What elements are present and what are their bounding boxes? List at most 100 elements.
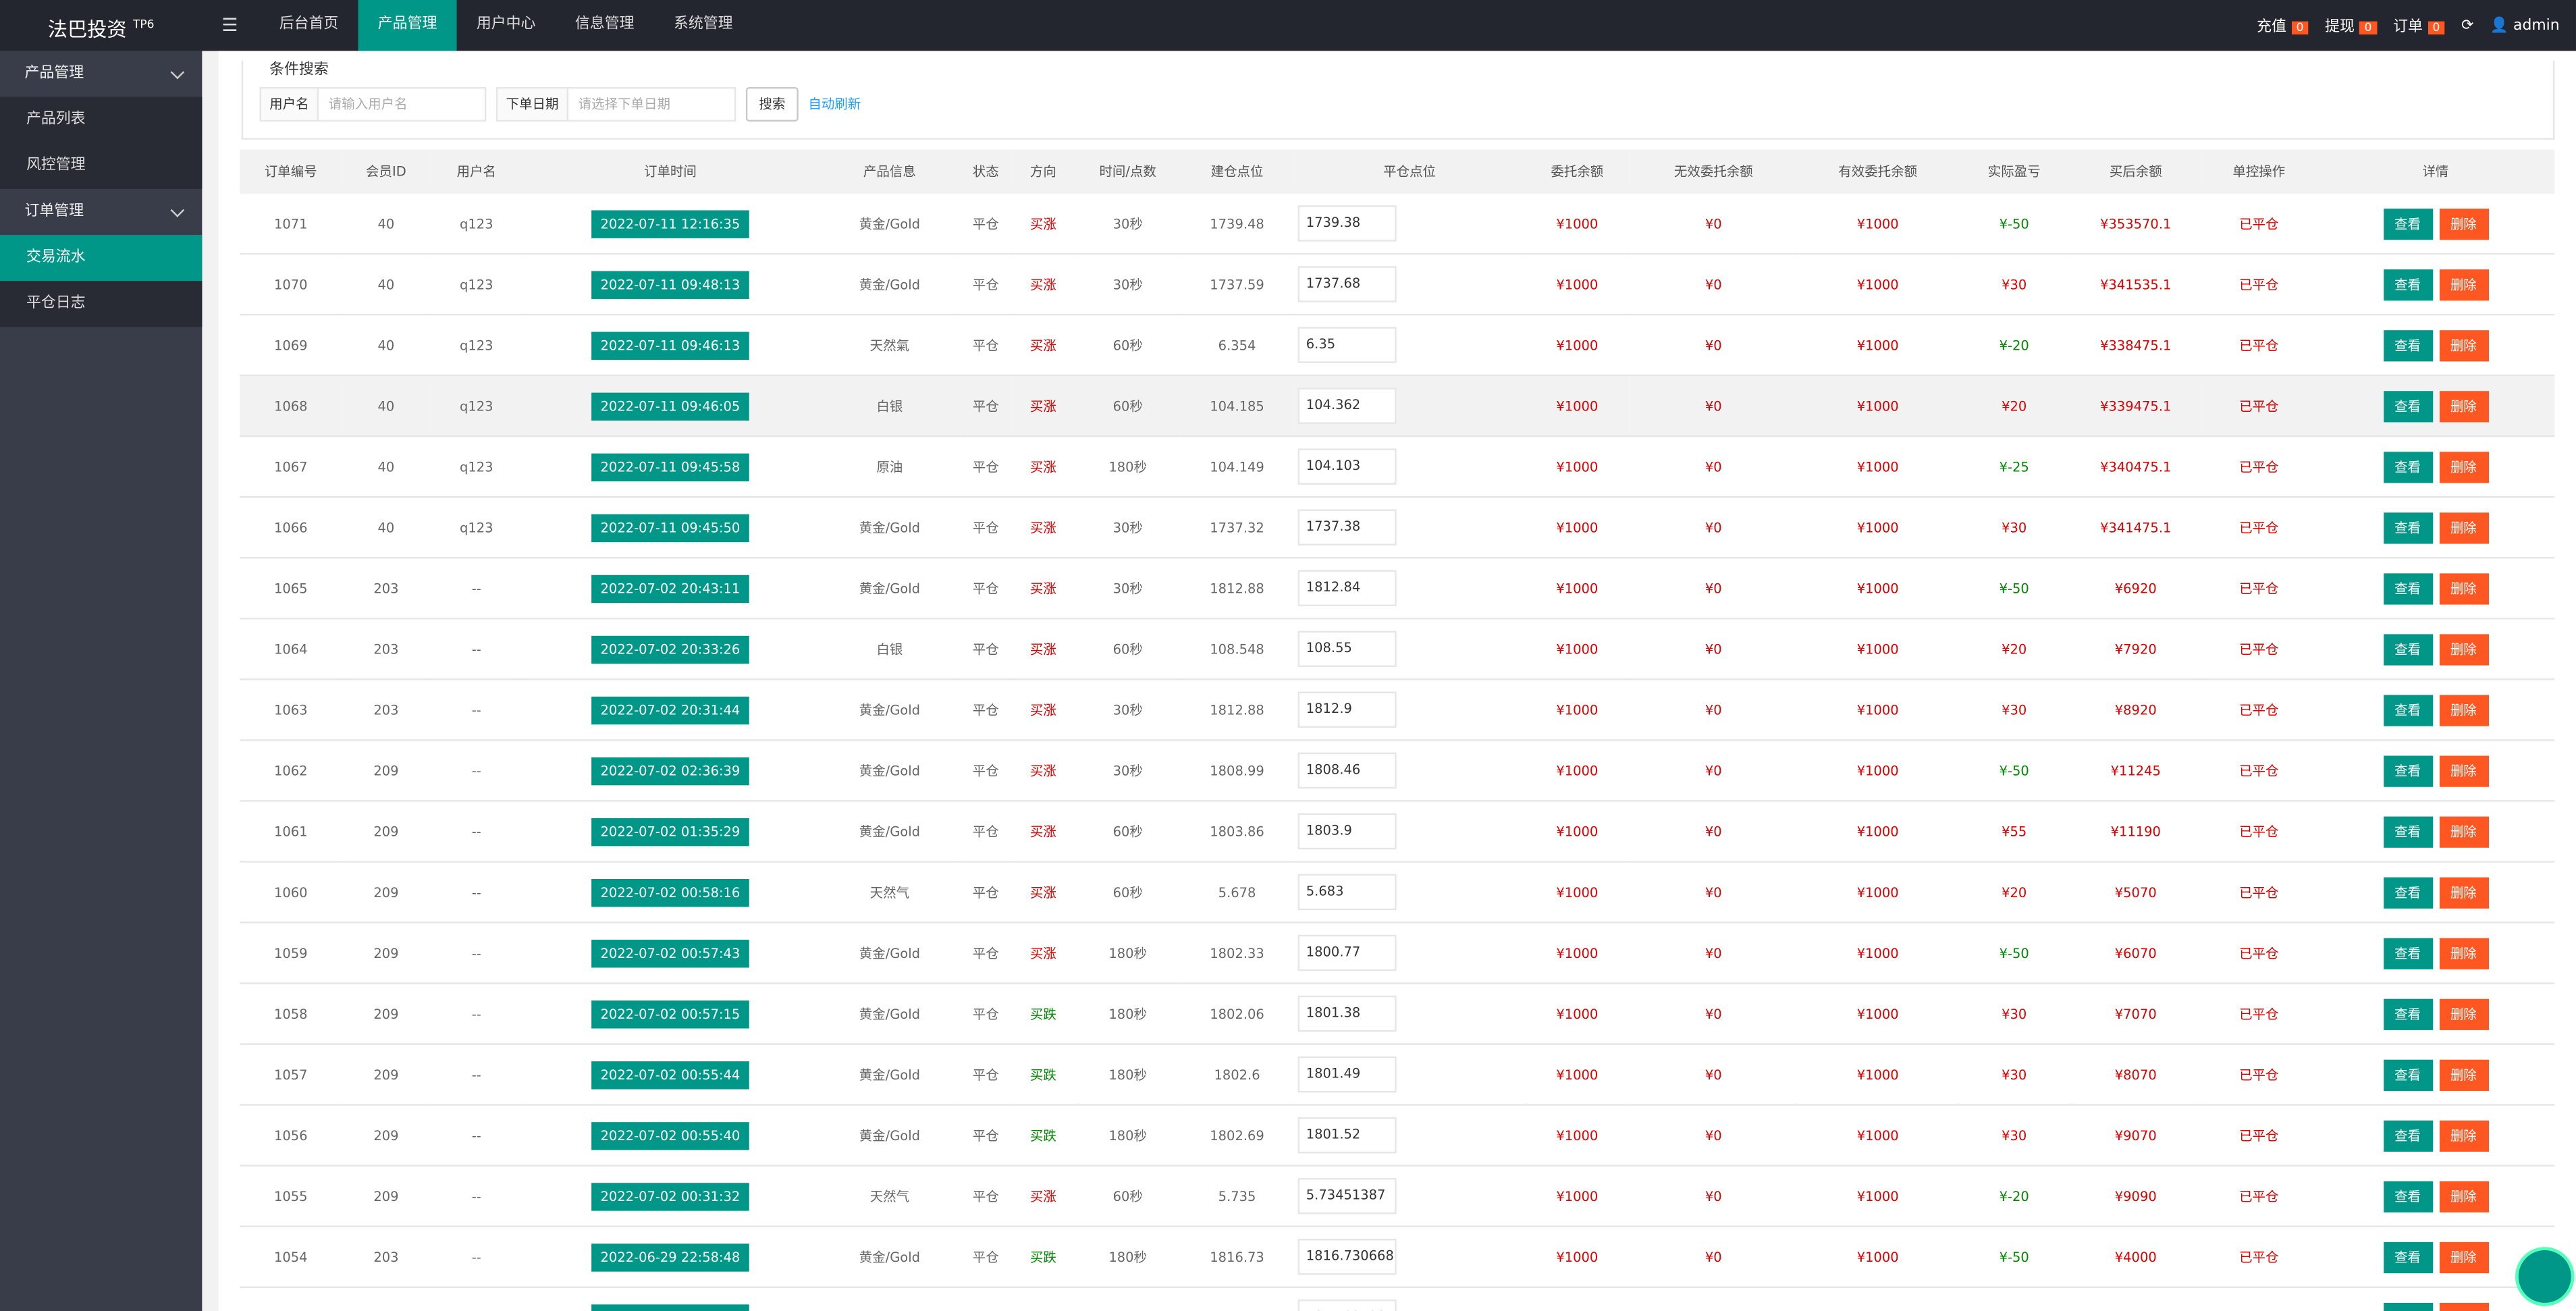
delete-button[interactable]: 删除	[2438, 876, 2488, 908]
delete-button[interactable]: 删除	[2438, 998, 2488, 1029]
delete-button[interactable]: 删除	[2438, 207, 2488, 240]
view-button[interactable]: 查看	[2383, 937, 2433, 969]
menu-item[interactable]: 平仓日志	[0, 281, 203, 327]
cell-text: 已平仓	[2239, 945, 2279, 961]
close-price-input[interactable]: 1801.49	[1297, 1056, 1397, 1093]
view-button[interactable]: 查看	[2383, 1059, 2433, 1090]
view-button[interactable]: 查看	[2383, 572, 2433, 604]
delete-button[interactable]: 删除	[2438, 755, 2488, 786]
close-price-input[interactable]: 1737.38	[1297, 509, 1397, 545]
delete-button[interactable]: 删除	[2438, 1241, 2488, 1273]
view-button[interactable]: 查看	[2383, 1302, 2433, 1311]
cell: 已平仓	[2201, 1165, 2317, 1227]
cell-text: 买跌	[1029, 1067, 1056, 1082]
view-button[interactable]: 查看	[2383, 876, 2433, 908]
delete-button[interactable]: 删除	[2438, 633, 2488, 665]
actions: 查看删除	[2316, 497, 2555, 559]
delete-button[interactable]: 删除	[2438, 572, 2488, 604]
cell: 180秒	[1076, 1104, 1180, 1167]
cell-text: ¥0	[1705, 702, 1722, 718]
delete-button[interactable]: 删除	[2438, 390, 2488, 422]
field-input[interactable]: 请选择下单日期	[578, 97, 670, 112]
view-button[interactable]: 查看	[2383, 451, 2433, 483]
delete-button[interactable]: 删除	[2438, 1119, 2488, 1151]
delete-button[interactable]: 删除	[2438, 329, 2488, 361]
nav-item[interactable]: 系统管理	[673, 16, 733, 33]
close-price-input[interactable]: 1812.84	[1297, 570, 1397, 607]
view-button[interactable]: 查看	[2383, 1241, 2433, 1273]
cell: ¥0	[1630, 558, 1798, 620]
close-price-input[interactable]: 1808.46	[1297, 752, 1397, 789]
cell-text: 已平仓	[2239, 884, 2279, 900]
counter[interactable]: 提现 0	[2325, 15, 2377, 36]
search-field[interactable]: 下单日期 请选择下单日期	[495, 86, 736, 122]
close-price-input[interactable]: 1812.9	[1297, 691, 1397, 728]
menu-item[interactable]: 产品列表	[0, 97, 203, 143]
menu-item[interactable]: 交易流水	[0, 235, 203, 282]
delete-button[interactable]: 删除	[2438, 512, 2488, 543]
user[interactable]: 👤 admin	[2490, 18, 2560, 34]
cell-text: ¥30	[2002, 702, 2027, 718]
delete-button[interactable]: 删除	[2438, 815, 2488, 847]
close-price-input[interactable]: 108.55	[1297, 631, 1397, 668]
close-price-input[interactable]: 5.73451387	[1297, 1177, 1397, 1214]
close-price-input[interactable]: 1737.68	[1297, 266, 1397, 302]
cell-text: 买跌	[1029, 1006, 1056, 1021]
view-button[interactable]: 查看	[2383, 207, 2433, 240]
delete-button[interactable]: 删除	[2438, 451, 2488, 483]
counter[interactable]: 订单 0	[2393, 15, 2445, 36]
auto-refresh[interactable]: 自动刷新	[808, 97, 861, 112]
close-price-input[interactable]: 1800.77	[1297, 934, 1397, 971]
nav-item[interactable]: 后台首页	[279, 16, 339, 33]
delete-button[interactable]: 删除	[2438, 1180, 2488, 1212]
view-button[interactable]: 查看	[2383, 998, 2433, 1029]
cell: 60秒	[1076, 861, 1180, 924]
delete-button[interactable]: 删除	[2438, 1059, 2488, 1090]
view-button[interactable]: 查看	[2383, 755, 2433, 786]
close-price-input[interactable]: 1815.924201	[1297, 1300, 1397, 1311]
view-button[interactable]: 查看	[2383, 390, 2433, 422]
close-price-input[interactable]: 6.35	[1297, 327, 1397, 363]
cell-text: ¥0	[1705, 824, 1722, 839]
refresh[interactable]: ⟳	[2461, 17, 2474, 34]
menu-group[interactable]: 订单管理	[0, 189, 202, 235]
close-price-input[interactable]: 1801.52	[1297, 1117, 1397, 1154]
view-button[interactable]: 查看	[2383, 512, 2433, 543]
nav-item[interactable]: 产品管理	[358, 0, 457, 51]
view-button[interactable]: 查看	[2383, 329, 2433, 361]
close-price-input[interactable]: 1816.730668	[1297, 1238, 1397, 1275]
view-button[interactable]: 查看	[2383, 694, 2433, 726]
floating-button[interactable]	[2515, 1247, 2575, 1306]
close-price-input[interactable]: 1803.9	[1297, 813, 1397, 850]
delete-button[interactable]: 删除	[2438, 1302, 2488, 1311]
cell: 60秒	[1076, 618, 1180, 680]
delete-button[interactable]: 删除	[2438, 694, 2488, 726]
view-button[interactable]: 查看	[2383, 815, 2433, 847]
counter[interactable]: 充值 0	[2257, 15, 2309, 36]
menu-item[interactable]: 风控管理	[0, 142, 203, 189]
order-time: 2022-07-11 09:46:05	[590, 392, 750, 420]
view-button[interactable]: 查看	[2383, 1119, 2433, 1151]
search-field[interactable]: 用户名 请输入用户名	[259, 86, 487, 122]
close-price-input[interactable]: 104.362	[1297, 387, 1397, 424]
close-price-input[interactable]: 104.103	[1297, 448, 1397, 485]
search-button[interactable]: 搜索	[745, 86, 799, 122]
cell: ¥20	[1958, 375, 2070, 437]
menu-toggle[interactable]: ☰	[221, 14, 238, 36]
cell: 5.678	[1179, 861, 1295, 924]
delete-button[interactable]: 删除	[2438, 268, 2488, 300]
menu-group[interactable]: 产品管理	[0, 51, 202, 97]
view-button[interactable]: 查看	[2383, 1180, 2433, 1212]
close-price-input[interactable]: 1801.38	[1297, 995, 1397, 1032]
delete-button[interactable]: 删除	[2438, 937, 2488, 969]
view-button[interactable]: 查看	[2383, 633, 2433, 665]
cell: ¥1000	[1797, 375, 1958, 437]
cell: q123	[430, 315, 522, 377]
nav-item[interactable]: 信息管理	[574, 16, 635, 33]
close-price-input[interactable]: 5.683	[1297, 874, 1397, 911]
cell-text: 黄金/Gold	[859, 945, 920, 961]
close-price-input[interactable]: 1739.38	[1297, 205, 1397, 242]
nav-item[interactable]: 用户中心	[476, 16, 536, 33]
view-button[interactable]: 查看	[2383, 268, 2433, 300]
field-input[interactable]: 请输入用户名	[328, 97, 408, 112]
